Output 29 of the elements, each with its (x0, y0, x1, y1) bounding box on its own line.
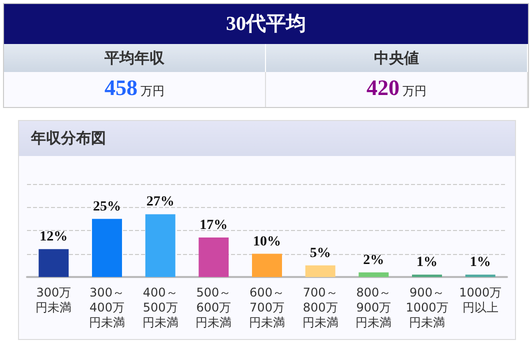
data-label: 27% (146, 194, 174, 210)
bar (145, 214, 176, 277)
x-tick-label: 700～800万円未満 (302, 286, 338, 330)
chart-subtitle: 年収分布図 (19, 121, 515, 156)
bar (252, 254, 282, 277)
x-tick-label: 300万円未満 (36, 286, 72, 314)
x-tick-label: 600～700万円未満 (249, 286, 285, 330)
text: 中央値 (266, 44, 528, 72)
chart-title: 30代平均 (4, 4, 528, 44)
data-label: 1% (470, 255, 491, 270)
bar (92, 218, 122, 277)
data-label: 25% (93, 199, 121, 214)
bar (198, 237, 229, 277)
text: 平均年収 (4, 44, 266, 72)
x-tick-label: 400～500万円未満 (142, 286, 178, 330)
data-label: 12% (40, 230, 68, 245)
x-tick-label: 500～600万円未満 (196, 286, 232, 330)
bar (358, 272, 389, 277)
bar (38, 249, 69, 277)
data-label: 10% (253, 234, 281, 250)
data-label: 17% (200, 218, 228, 233)
data-label: 1% (416, 255, 438, 270)
data-label: 5% (310, 246, 331, 261)
x-tick-label: 800～900万円未満 (356, 286, 392, 330)
bar (305, 265, 336, 277)
x-tick-label: 900～1000万円未満 (406, 286, 448, 330)
x-tick-label: 300～400万円未満 (89, 286, 125, 330)
data-label: 2% (363, 252, 384, 268)
x-tick-label: 1000万円以上 (459, 286, 502, 314)
